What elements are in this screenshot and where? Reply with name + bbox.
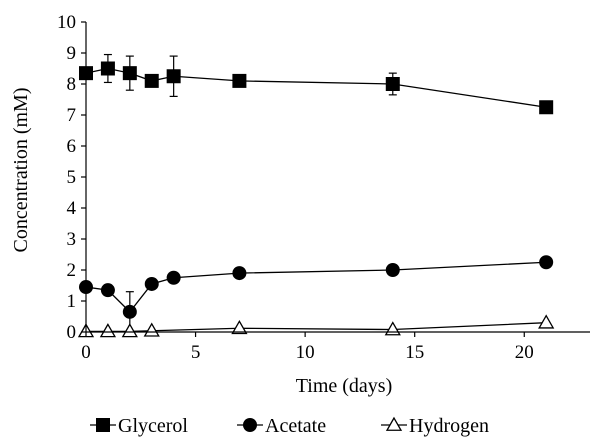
x-axis-title: Time (days) (296, 375, 392, 397)
hydrogen-point (99, 323, 117, 338)
glycerol-point (539, 100, 554, 115)
y-tick-label: 3 (67, 229, 77, 250)
y-tick-label: 1 (67, 291, 77, 312)
y-tick-label: 2 (67, 260, 77, 281)
x-tick-label: 10 (296, 342, 315, 363)
hydrogen-point (143, 322, 160, 337)
x-tick-label: 15 (405, 342, 424, 363)
legend-marker-acetate (243, 418, 257, 432)
y-tick-label: 9 (67, 43, 77, 64)
legend-item-hydrogen: Hydrogen (381, 415, 489, 437)
y-tick-label: 10 (57, 12, 76, 33)
y-tick-label: 0 (67, 322, 77, 343)
y-tick-label: 8 (67, 74, 77, 95)
acetate-point (539, 255, 554, 270)
x-tick-label: 5 (191, 342, 201, 363)
hydrogen-point (231, 319, 248, 335)
hydrogen-point (384, 321, 401, 336)
acetate-point (166, 270, 181, 285)
glycerol-point (166, 69, 181, 84)
glycerol-point (100, 61, 115, 76)
series-glycerol (79, 53, 554, 115)
y-tick-label: 6 (67, 136, 77, 157)
y-axis-title: Concentration (mM) (10, 88, 32, 253)
legend-marker-hydrogen (385, 416, 403, 431)
legend-label-glycerol: Glycerol (118, 415, 188, 437)
y-tick-label: 5 (67, 167, 77, 188)
acetate-point (144, 276, 159, 291)
glycerol-point (144, 73, 159, 88)
legend-item-acetate: Acetate (237, 415, 326, 437)
glycerol-point (122, 66, 137, 81)
y-tick-label: 7 (67, 105, 77, 126)
series-hydrogen (77, 314, 555, 338)
y-tick-label: 4 (67, 198, 77, 219)
legend: Glycerol Acetate Hydrogen (90, 415, 489, 437)
x-tick-label: 20 (515, 342, 534, 363)
acetate-point (385, 263, 400, 277)
axes: 0 1 2 3 4 5 6 7 8 9 10 0 5 10 15 20 (57, 12, 590, 363)
acetate-point (100, 283, 115, 298)
hydrogen-point (538, 314, 555, 329)
legend-label-acetate: Acetate (265, 415, 326, 437)
legend-label-hydrogen: Hydrogen (409, 415, 489, 437)
plot-area (77, 53, 555, 338)
legend-marker-glycerol (96, 418, 110, 432)
acetate-point (122, 304, 137, 319)
glycerol-point (232, 73, 247, 88)
glycerol-point (385, 77, 400, 91)
x-tick-label: 0 (81, 342, 91, 363)
acetate-point (232, 266, 247, 281)
legend-item-glycerol: Glycerol (90, 415, 188, 437)
series-acetate (79, 255, 554, 333)
hydrogen-point (121, 323, 138, 338)
